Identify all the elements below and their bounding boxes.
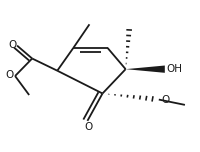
- Polygon shape: [125, 66, 164, 73]
- Text: O: O: [8, 40, 16, 50]
- Text: O: O: [84, 122, 92, 132]
- Text: O: O: [160, 95, 169, 105]
- Text: OH: OH: [166, 64, 182, 74]
- Text: O: O: [5, 70, 14, 80]
